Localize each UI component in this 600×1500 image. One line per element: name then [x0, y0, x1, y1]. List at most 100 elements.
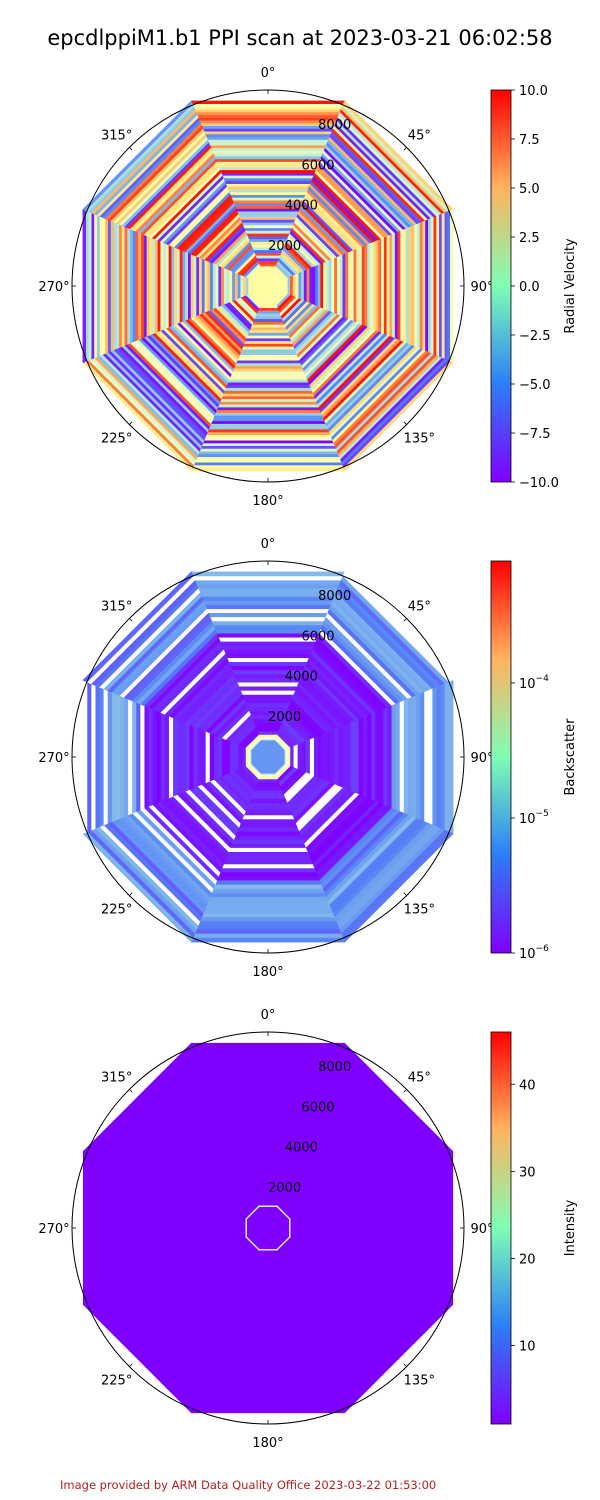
azimuth-label-90: 90° [470, 280, 493, 295]
ppi-range-gate [96, 214, 100, 358]
ppi-range-gate [173, 246, 177, 326]
azimuth-label-180: 180° [252, 494, 283, 509]
ppi-range-gate [350, 720, 356, 794]
ppi-range-gate [192, 575, 344, 581]
ppi-range-gate [383, 706, 389, 808]
azimuth-label-225: 225° [101, 1373, 132, 1388]
azimuth-label-315: 315° [101, 129, 132, 144]
ppi-range-gate [201, 258, 205, 314]
ppi-range-gate [212, 415, 324, 419]
ppi-range-gate [203, 437, 333, 442]
ppi-range-gate [258, 305, 278, 309]
ppi-range-gate [330, 728, 335, 786]
ppi-range-gate [209, 144, 327, 149]
ppi-range-gate [242, 224, 294, 229]
ppi-range-gate [250, 324, 286, 328]
ppi-range-gate [196, 114, 340, 118]
ppi-range-gate [416, 693, 421, 821]
ppi-range-gate [216, 407, 320, 411]
ppi-range-gate [228, 269, 233, 303]
ppi-range-gate [221, 864, 315, 869]
ppi-range-gate [192, 103, 344, 107]
ppi-range-gate [243, 227, 293, 231]
ppi-range-gate [358, 717, 364, 797]
ppi-range-gate [397, 230, 401, 342]
ppi-range-gate [193, 462, 343, 466]
ppi-range-gate [156, 710, 161, 804]
range-tick-labels: 2000 4000 6000 8000 [268, 1060, 351, 1196]
ppi-range-gate [224, 653, 312, 658]
ppi-range-gate [201, 913, 335, 918]
ppi-range-gate [320, 262, 324, 310]
ppi-range-gate [229, 843, 307, 849]
ppi-range-gate [214, 880, 322, 886]
ppi-range-gate [238, 823, 298, 829]
ppi-range-gate [217, 404, 319, 408]
ppi-range-gate [168, 715, 174, 799]
ppi-range-gate [199, 917, 337, 922]
colorbar-tick-label: 10 [519, 1340, 536, 1355]
ppi-range-gate [98, 686, 104, 828]
ppi-range-gate [436, 684, 442, 830]
ppi-range-gate [126, 227, 131, 345]
ppi-range-gate [441, 212, 446, 360]
ppi-range-gate [190, 253, 194, 319]
colorbar-tick-label: 10−4 [519, 674, 549, 692]
ppi-range-gate [334, 256, 338, 316]
ppi-range-gate [241, 815, 295, 820]
ppi-range-gate [424, 690, 429, 824]
ppi-range-gate [339, 254, 344, 318]
ppi-range-gate [165, 243, 169, 329]
range-label-6000: 6000 [301, 1100, 334, 1115]
ppi-range-gate [405, 227, 410, 345]
ppi-range-gate [199, 592, 337, 597]
ppi-range-gate [234, 831, 302, 837]
ppi-range-gate [210, 421, 326, 425]
ppi-range-gate [159, 240, 164, 332]
ppi-range-gate [135, 701, 141, 813]
ppi-range-gate [101, 216, 106, 356]
ppi-range-gate [85, 210, 89, 362]
ppi-range-gate [364, 244, 368, 328]
ppi-range-gate [379, 708, 384, 806]
ppi-range-gate [238, 685, 298, 691]
colorbar-tick-label: 10.0 [519, 84, 548, 99]
ppi-range-gate [207, 896, 329, 902]
ppi-range-gate [254, 313, 282, 317]
ppi-range-gate [248, 330, 288, 334]
ppi-near-ring [245, 734, 291, 780]
ppi-range-gate [240, 349, 296, 353]
ppi-range-gate [110, 220, 114, 352]
colorbar-tick-label: −7.5 [519, 427, 551, 442]
ppi-range-gate [372, 240, 377, 332]
colorbar-label: Backscatter [563, 718, 578, 796]
ppi-range-gate [420, 691, 425, 823]
ppi-range-gate [192, 465, 344, 469]
ppi-near-core [249, 738, 287, 776]
ppi-range-gate [400, 229, 404, 343]
colorbar-ticks: 40 30 20 10 [511, 1078, 536, 1355]
ppi-range-gate [383, 236, 388, 336]
ppi-range-gate [200, 122, 336, 127]
ppi-range-gate [249, 327, 287, 331]
ppi-range-gate [115, 222, 120, 350]
ppi-range-gate [375, 239, 379, 333]
footer-credit: Image provided by ARM Data Quality Offic… [60, 1478, 437, 1492]
range-tick-labels: 2000 4000 6000 8000 [268, 118, 351, 254]
ppi-range-gate [236, 357, 300, 362]
ppi-range-gate [206, 260, 211, 312]
ppi-range-gate [305, 739, 311, 775]
ppi-range-gate [342, 253, 346, 319]
ppi-range-gate [94, 684, 100, 830]
ppi-range-gate [205, 432, 331, 436]
ppi-range-gate [93, 213, 97, 359]
ppi-range-gate [234, 271, 238, 301]
ppi-range-gate [245, 276, 249, 296]
ppi-range-gate [181, 250, 186, 322]
ppi-range-gate [230, 371, 306, 375]
ppi-range-gate [207, 612, 329, 618]
ppi-range-gate [239, 819, 297, 824]
ppi-range-gate [428, 688, 433, 826]
ppi-range-gate [168, 244, 172, 328]
ppi-range-gate [225, 183, 311, 187]
